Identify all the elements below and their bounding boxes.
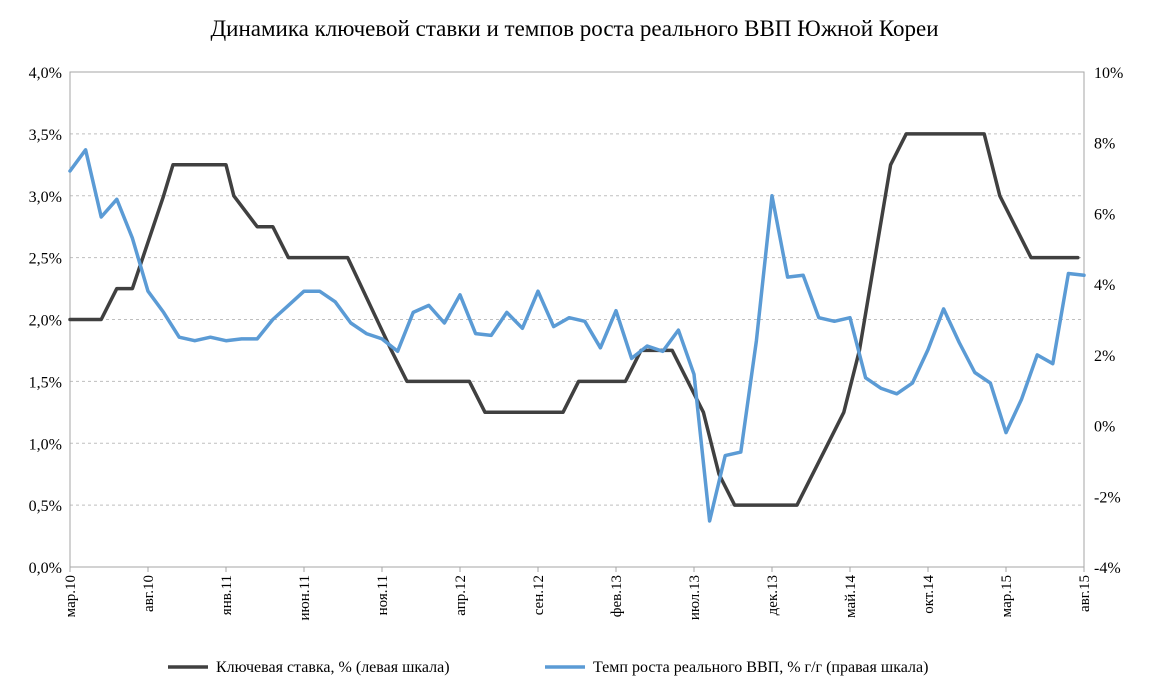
y-right-tick-label: 10%: [1094, 65, 1123, 82]
x-tick-label: май.14: [843, 575, 859, 618]
x-tick-label: ноя.11: [375, 575, 391, 615]
y-left-tick-label: 1,0%: [29, 436, 62, 453]
x-tick-label: мар.10: [63, 575, 79, 617]
y-right-tick-label: 6%: [1094, 206, 1115, 223]
y-left-tick-label: 0,0%: [29, 560, 62, 577]
y-left-tick-label: 3,5%: [29, 127, 62, 144]
x-tick-label: авг.10: [141, 575, 157, 612]
legend-label: Темп роста реального ВВП, % г/г (правая …: [593, 659, 928, 676]
y-left-tick-label: 1,5%: [29, 374, 62, 391]
x-tick-label: июн.11: [297, 575, 313, 620]
y-right-tick-label: 8%: [1094, 136, 1115, 153]
y-right-tick-label: -2%: [1094, 489, 1121, 506]
series-line-gdp-growth: [68, 148, 1086, 523]
x-tick-label: фев.13: [609, 575, 625, 617]
x-tick-label: апр.12: [453, 575, 469, 616]
y-right-tick-label: 2%: [1094, 348, 1115, 365]
x-tick-label: окт.14: [921, 575, 937, 614]
x-tick-label: дек.13: [765, 575, 781, 615]
y-left-tick-label: 0,5%: [29, 498, 62, 515]
x-tick-label: янв.11: [219, 575, 235, 615]
y-right-tick-label: -4%: [1094, 560, 1121, 577]
y-right-tick-label: 0%: [1094, 419, 1115, 436]
chart-title: Динамика ключевой ставки и темпов роста …: [210, 16, 939, 41]
x-tick-label: июл.13: [687, 575, 703, 620]
y-left-tick-label: 4,0%: [29, 65, 62, 82]
y-left-tick-label: 2,5%: [29, 251, 62, 268]
x-tick-label: сен.12: [531, 575, 547, 615]
y-left-tick-label: 3,0%: [29, 189, 62, 206]
y-left-tick-label: 2,0%: [29, 313, 62, 330]
legend-label: Ключевая ставка, % (левая шкала): [216, 659, 450, 676]
y-right-tick-label: 4%: [1094, 277, 1115, 294]
x-tick-label: мар.15: [999, 575, 1015, 617]
x-tick-label: авг.15: [1077, 575, 1093, 612]
series-line-key-rate: [68, 132, 1080, 507]
